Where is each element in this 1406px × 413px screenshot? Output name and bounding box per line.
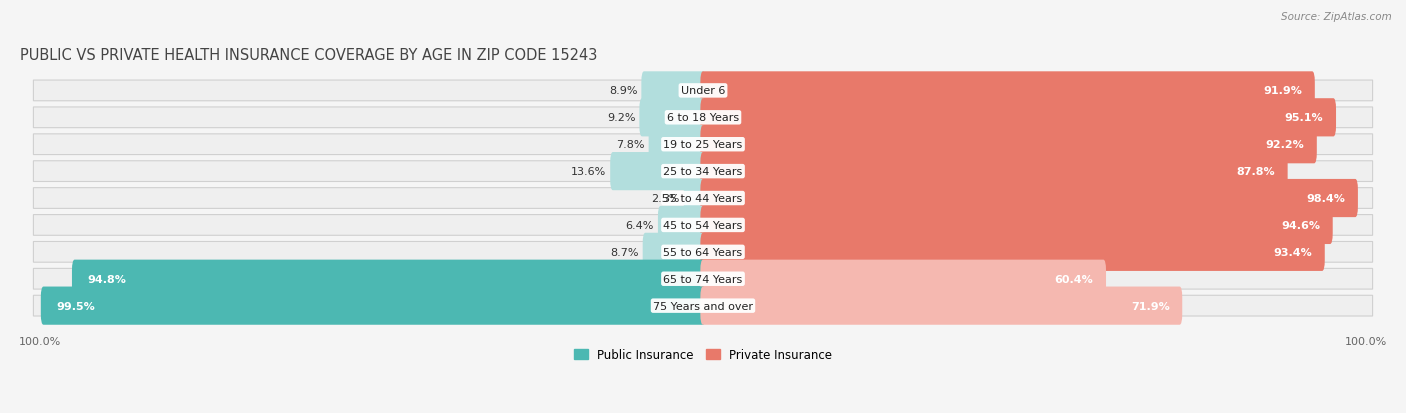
Text: 8.9%: 8.9% (609, 86, 637, 96)
Text: 94.6%: 94.6% (1281, 221, 1320, 230)
FancyBboxPatch shape (700, 206, 1333, 244)
Text: 8.7%: 8.7% (610, 247, 638, 257)
FancyBboxPatch shape (640, 99, 706, 137)
Text: 25 to 34 Years: 25 to 34 Years (664, 167, 742, 177)
Text: 99.5%: 99.5% (56, 301, 96, 311)
FancyBboxPatch shape (34, 215, 1372, 236)
Legend: Public Insurance, Private Insurance: Public Insurance, Private Insurance (569, 344, 837, 366)
FancyBboxPatch shape (34, 296, 1372, 316)
Text: 13.6%: 13.6% (571, 167, 606, 177)
Text: 95.1%: 95.1% (1285, 113, 1323, 123)
FancyBboxPatch shape (700, 287, 1182, 325)
FancyBboxPatch shape (648, 126, 706, 164)
FancyBboxPatch shape (700, 180, 1358, 218)
FancyBboxPatch shape (34, 188, 1372, 209)
FancyBboxPatch shape (34, 269, 1372, 290)
Text: PUBLIC VS PRIVATE HEALTH INSURANCE COVERAGE BY AGE IN ZIP CODE 15243: PUBLIC VS PRIVATE HEALTH INSURANCE COVER… (20, 48, 598, 63)
FancyBboxPatch shape (641, 72, 706, 110)
FancyBboxPatch shape (700, 153, 1288, 191)
FancyBboxPatch shape (700, 99, 1336, 137)
FancyBboxPatch shape (41, 287, 706, 325)
FancyBboxPatch shape (643, 233, 706, 271)
FancyBboxPatch shape (700, 126, 1317, 164)
Text: 94.8%: 94.8% (87, 274, 127, 284)
Text: 93.4%: 93.4% (1274, 247, 1312, 257)
Text: Source: ZipAtlas.com: Source: ZipAtlas.com (1281, 12, 1392, 22)
FancyBboxPatch shape (658, 206, 706, 244)
Text: 6.4%: 6.4% (626, 221, 654, 230)
Text: 2.5%: 2.5% (651, 194, 679, 204)
FancyBboxPatch shape (72, 260, 706, 298)
Text: Under 6: Under 6 (681, 86, 725, 96)
FancyBboxPatch shape (34, 108, 1372, 128)
Text: 60.4%: 60.4% (1054, 274, 1094, 284)
Text: 9.2%: 9.2% (607, 113, 636, 123)
FancyBboxPatch shape (610, 153, 706, 191)
Text: 45 to 54 Years: 45 to 54 Years (664, 221, 742, 230)
Text: 91.9%: 91.9% (1264, 86, 1302, 96)
Text: 65 to 74 Years: 65 to 74 Years (664, 274, 742, 284)
Text: 92.2%: 92.2% (1265, 140, 1305, 150)
Text: 87.8%: 87.8% (1236, 167, 1275, 177)
FancyBboxPatch shape (683, 180, 706, 218)
Text: 98.4%: 98.4% (1306, 194, 1346, 204)
Text: 71.9%: 71.9% (1130, 301, 1170, 311)
FancyBboxPatch shape (34, 81, 1372, 102)
Text: 7.8%: 7.8% (616, 140, 645, 150)
FancyBboxPatch shape (34, 161, 1372, 182)
Text: 6 to 18 Years: 6 to 18 Years (666, 113, 740, 123)
Text: 75 Years and over: 75 Years and over (652, 301, 754, 311)
Text: 19 to 25 Years: 19 to 25 Years (664, 140, 742, 150)
FancyBboxPatch shape (34, 242, 1372, 263)
Text: 35 to 44 Years: 35 to 44 Years (664, 194, 742, 204)
Text: 55 to 64 Years: 55 to 64 Years (664, 247, 742, 257)
FancyBboxPatch shape (700, 233, 1324, 271)
FancyBboxPatch shape (34, 135, 1372, 155)
FancyBboxPatch shape (700, 260, 1107, 298)
FancyBboxPatch shape (700, 72, 1315, 110)
